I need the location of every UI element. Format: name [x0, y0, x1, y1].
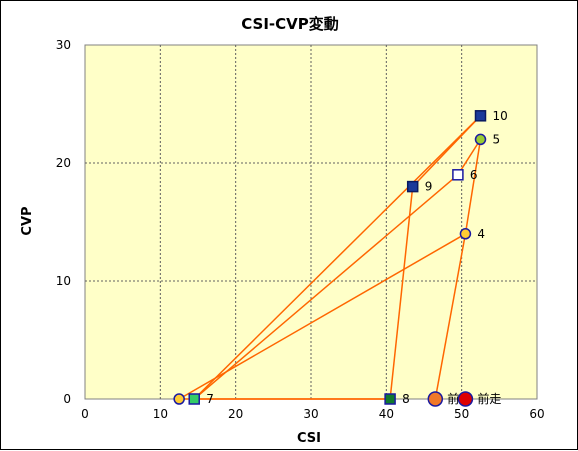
path-segment [193, 174, 459, 400]
point-label: 5 [493, 132, 501, 146]
path-segment [193, 115, 482, 400]
point-marker [188, 393, 200, 405]
x-tick-label: 0 [81, 407, 89, 421]
path-segment [178, 233, 466, 400]
point-label: 7 [206, 392, 214, 406]
point-marker [406, 180, 419, 193]
y-tick-label: 0 [63, 392, 71, 406]
point-marker [173, 393, 185, 405]
point-marker [427, 391, 444, 407]
path-segment [457, 138, 482, 176]
y-tick-label: 10 [56, 274, 71, 288]
point-marker [474, 133, 487, 146]
y-tick-label: 20 [56, 156, 71, 170]
point-marker [474, 110, 487, 122]
chart-title: CSI-CVP変動 [241, 15, 339, 33]
grid-lines [85, 45, 537, 399]
point-label: 6 [470, 168, 478, 182]
path-segment [464, 139, 482, 234]
point-label: 4 [477, 227, 485, 241]
point-labels: 前走 前 4 5 6 7 8 9 10 [206, 109, 508, 406]
tick-labels: 0 10 20 30 40 50 60 0 10 20 30 [56, 38, 545, 421]
point-marker [384, 393, 396, 405]
x-tick-label: 10 [153, 407, 168, 421]
path-segment [434, 233, 467, 400]
point-label: 10 [493, 109, 508, 123]
y-axis-label: CVP [20, 206, 35, 235]
point-marker [457, 391, 474, 407]
point-label: 前走 [477, 391, 501, 406]
x-tick-label: 20 [228, 407, 243, 421]
point-marker [452, 169, 464, 181]
point-label: 9 [425, 180, 433, 194]
x-tick-label: 40 [379, 407, 394, 421]
point-label: 前 [447, 391, 459, 406]
x-tick-label: 50 [454, 407, 469, 421]
x-tick-label: 30 [303, 407, 318, 421]
x-tick-label: 60 [529, 407, 544, 421]
point-markers [173, 110, 487, 407]
point-marker [459, 228, 472, 240]
path-lines [178, 115, 482, 400]
y-tick-label: 30 [56, 38, 71, 52]
point-label: 8 [402, 392, 410, 406]
path-segment [389, 186, 414, 400]
x-axis-label: CSI [297, 431, 321, 446]
